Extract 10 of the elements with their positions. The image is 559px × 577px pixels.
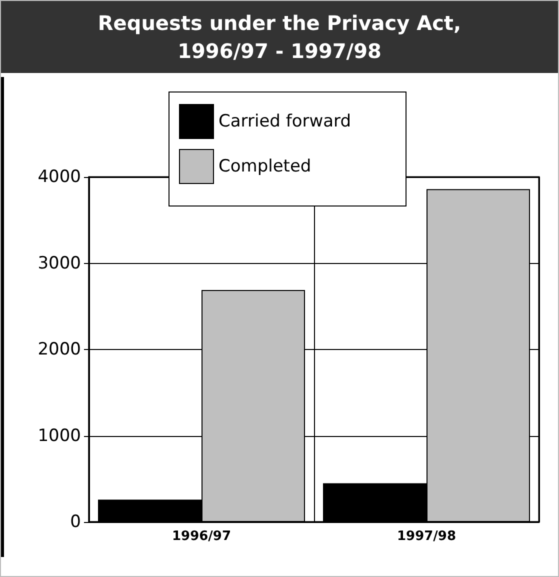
y-tick-label: 2000	[38, 340, 81, 360]
chart-title: Requests under the Privacy Act, 1996/97 - 1997/98	[1, 1, 558, 73]
y-tick-label: 4000	[38, 167, 81, 187]
legend-label: Carried forward	[218, 112, 352, 132]
y-tick-label: 1000	[38, 426, 81, 446]
x-tick-label: 1996/97	[172, 529, 232, 544]
y-tick-label: 0	[70, 512, 81, 532]
x-tick-label: 1997/98	[396, 529, 456, 544]
y-tick-label: 3000	[38, 253, 81, 274]
legend-label: Completed	[218, 156, 312, 176]
